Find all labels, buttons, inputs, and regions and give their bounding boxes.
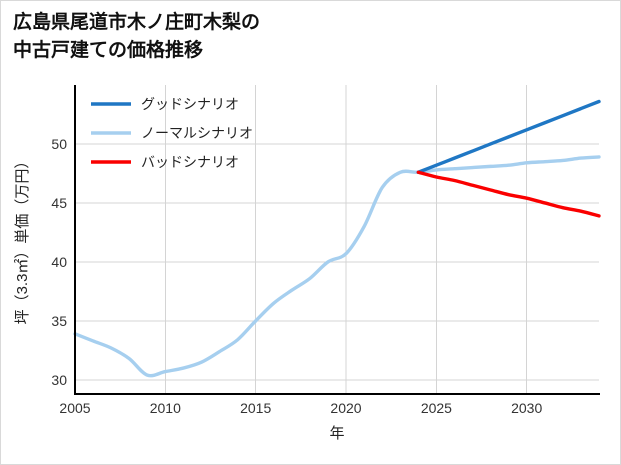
axis-spines	[73, 85, 600, 396]
legend-label-0: グッドシナリオ	[141, 96, 239, 112]
y-tick-labels: 30 35 40 45 50	[51, 136, 67, 388]
x-tick-label-2010: 2010	[150, 400, 181, 416]
legend-label-1: ノーマルシナリオ	[141, 125, 253, 141]
chart-title: 広島県尾道市木ノ庄町木梨の 中古戸建ての価格推移	[13, 9, 433, 64]
x-axis-title: 年	[329, 425, 344, 442]
y-tick-label-50: 50	[51, 136, 67, 152]
chart-title-line-2: 中古戸建ての価格推移	[13, 39, 204, 61]
chart-title-line-1: 広島県尾道市木ノ庄町木梨の	[13, 12, 261, 33]
series-group	[73, 99, 601, 378]
y-tick-label-35: 35	[51, 313, 67, 329]
y-tick-label-45: 45	[51, 195, 67, 211]
series-line-グッドシナリオ	[416, 99, 601, 174]
y-axis-title: 坪（3.3㎡）単価（万円）	[14, 154, 31, 325]
x-tick-label-2015: 2015	[240, 400, 271, 416]
series-line-バッドシナリオ	[416, 170, 601, 218]
x-tick-label-2030: 2030	[511, 400, 542, 416]
x-tick-label-2020: 2020	[330, 400, 361, 416]
gridlines	[74, 85, 599, 394]
x-tick-label-2025: 2025	[421, 400, 452, 416]
x-tick-labels: 2005 2010 2015 2020 2025 2030	[59, 400, 542, 416]
legend-label-2: バッドシナリオ	[141, 154, 239, 170]
y-tick-label-30: 30	[51, 372, 67, 388]
x-tick-label-2005: 2005	[59, 400, 90, 416]
y-tick-label-40: 40	[51, 254, 67, 270]
series-line-ノーマルシナリオ	[73, 155, 601, 378]
